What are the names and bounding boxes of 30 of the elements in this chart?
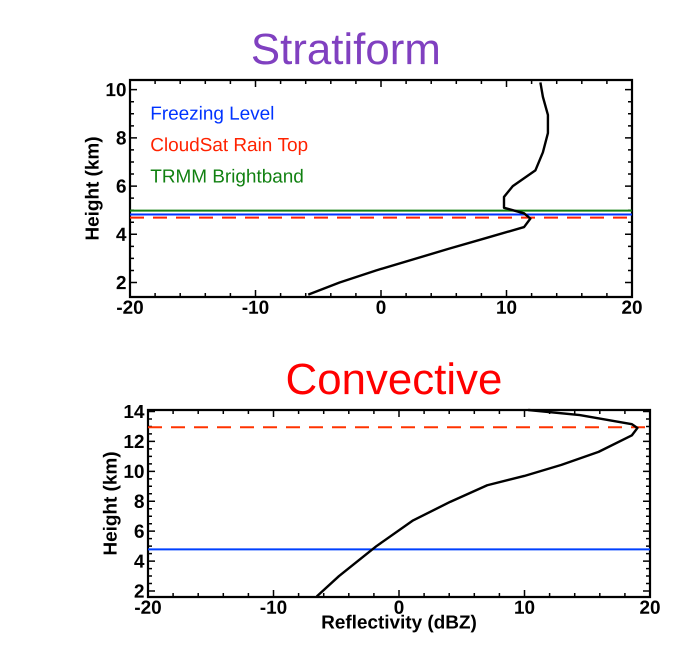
x-tick-label: -20 [135, 600, 161, 614]
x-tick-label: -10 [242, 300, 268, 314]
x-tick-label: 10 [497, 300, 516, 314]
y-tick-label: 6 [116, 179, 126, 193]
y-tick-label: 6 [134, 524, 144, 538]
y-tick-label: 8 [134, 494, 144, 508]
x-tick-label: 20 [622, 300, 642, 314]
y-tick-label: 2 [116, 276, 126, 290]
ref-line-label: CloudSat Rain Top [151, 137, 308, 155]
y-tick-label: 4 [134, 554, 144, 568]
y-tick-label: 10 [124, 464, 144, 478]
x-tick-label: -20 [117, 300, 143, 314]
y-tick-label: 4 [116, 228, 126, 241]
y-tick-label: 10 [106, 82, 126, 96]
y-axis-title: Height (km) [84, 137, 103, 240]
y-tick-label: 12 [124, 434, 144, 448]
x-axis-title: Reflectivity (dBZ) [322, 614, 476, 632]
ref-line-label: Freezing Level [152, 106, 274, 124]
x-tick-label: 10 [515, 600, 534, 614]
y-axis-title: Height (km) [102, 452, 121, 554]
x-tick-label: 0 [376, 300, 386, 314]
x-tick-label: 0 [394, 600, 404, 614]
y-tick-label: 14 [124, 404, 144, 418]
chart-title: Stratiform [252, 32, 438, 64]
y-tick-label: 8 [116, 131, 126, 145]
y-tick-label: 2 [134, 584, 144, 598]
x-tick-label: 20 [640, 600, 660, 614]
x-tick-label: -10 [260, 600, 286, 614]
chart-title: Convective [288, 362, 500, 394]
ref-line-label: TRMM Brightband [150, 168, 303, 186]
